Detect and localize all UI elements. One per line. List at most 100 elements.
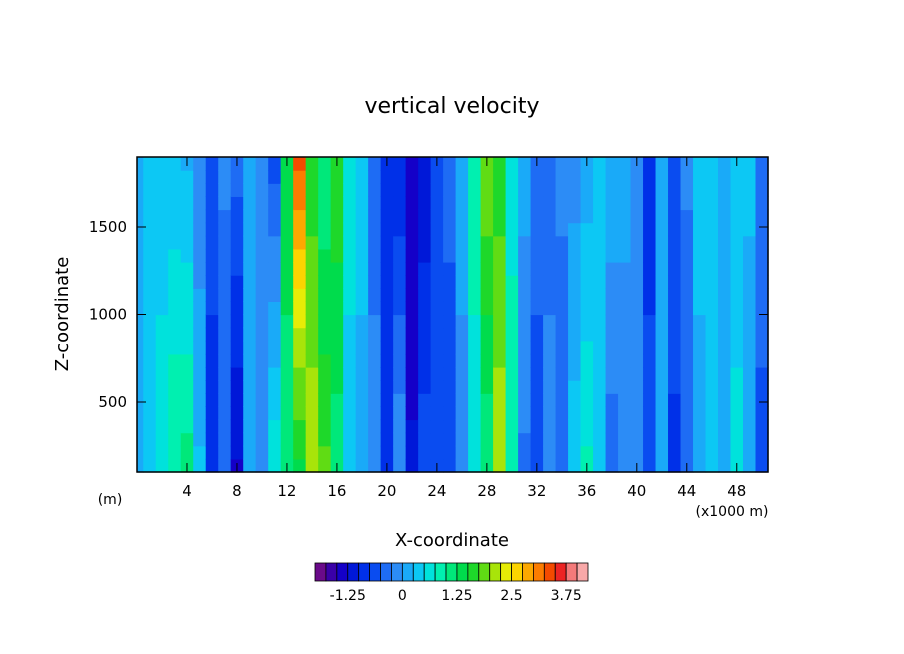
field-cell — [493, 222, 507, 237]
field-cell — [418, 419, 432, 434]
field-cell — [593, 393, 607, 407]
field-cell — [605, 406, 619, 421]
field-cell — [230, 209, 244, 224]
field-cell — [255, 235, 269, 250]
field-cell — [355, 406, 369, 421]
field-cell — [205, 183, 219, 197]
field-cell — [343, 353, 357, 368]
field-cell — [180, 380, 194, 394]
field-cell — [468, 393, 482, 407]
field-cell — [718, 445, 732, 460]
x-tick-label: 24 — [427, 482, 446, 500]
field-cell — [243, 458, 257, 473]
field-cell — [668, 380, 682, 394]
field-cell — [543, 432, 557, 447]
field-cell — [605, 314, 619, 329]
x-tick-label: 8 — [232, 482, 242, 500]
field-cell — [418, 288, 432, 302]
field-cell — [280, 432, 294, 447]
field-cell — [518, 183, 532, 197]
field-cell — [668, 406, 682, 421]
field-cell — [555, 458, 569, 473]
field-cell — [280, 367, 294, 381]
field-cell — [518, 288, 532, 302]
field-cell — [718, 301, 732, 316]
field-cell — [230, 248, 244, 263]
field-cell — [255, 196, 269, 211]
field-cell — [230, 353, 244, 368]
field-cell — [293, 183, 307, 197]
field-cell — [618, 170, 632, 184]
field-cell — [480, 196, 494, 211]
field-cell — [755, 419, 769, 434]
field-cell — [280, 262, 294, 276]
field-cell — [593, 301, 607, 316]
field-cell — [518, 262, 532, 276]
field-cell — [155, 380, 169, 394]
field-cell — [430, 275, 444, 289]
field-cell — [468, 419, 482, 434]
field-cell — [318, 353, 332, 368]
field-cell — [605, 288, 619, 302]
field-cell — [393, 367, 407, 381]
field-cell — [705, 445, 719, 460]
field-cell — [418, 327, 432, 342]
field-cell — [668, 196, 682, 211]
field-cell — [668, 275, 682, 289]
field-cell — [268, 248, 282, 263]
field-cell — [505, 183, 519, 197]
field-cell — [168, 248, 182, 263]
field-cell — [743, 196, 757, 211]
field-cell — [155, 419, 169, 434]
field-cell — [380, 209, 394, 224]
field-cell — [368, 248, 382, 263]
field-cell — [655, 183, 669, 197]
field-cell — [293, 458, 307, 473]
field-cell — [137, 406, 144, 421]
field-cell — [368, 367, 382, 381]
field-cell — [555, 196, 569, 211]
field-cell — [137, 393, 144, 407]
field-cell — [530, 196, 544, 211]
field-cell — [543, 262, 557, 276]
field-cell — [730, 196, 744, 211]
field-cell — [380, 380, 394, 394]
field-cell — [693, 432, 707, 447]
field-cell — [455, 340, 469, 355]
field-cell — [293, 235, 307, 250]
field-cell — [543, 209, 557, 224]
field-cell — [143, 327, 157, 342]
field-cell — [655, 196, 669, 211]
field-cell — [580, 327, 594, 342]
field-cell — [343, 248, 357, 263]
y-tick-label: 500 — [98, 393, 127, 411]
field-cell — [530, 432, 544, 447]
field-cell — [718, 340, 732, 355]
field-cell — [405, 445, 419, 460]
field-cell — [555, 353, 569, 368]
field-cell — [318, 183, 332, 197]
field-cell — [343, 183, 357, 197]
field-cell — [568, 248, 582, 263]
field-cell — [137, 183, 144, 197]
field-cell — [743, 406, 757, 421]
field-cell — [305, 209, 319, 224]
field-cell — [193, 419, 207, 434]
field-cell — [468, 445, 482, 460]
field-cell — [430, 262, 444, 276]
colorbar — [314, 562, 589, 582]
field-cell — [318, 235, 332, 250]
field-cell — [643, 327, 657, 342]
field-cell — [480, 367, 494, 381]
field-cell — [218, 419, 232, 434]
field-cell — [530, 380, 544, 394]
field-cell — [155, 458, 169, 473]
field-cell — [730, 340, 744, 355]
field-cell — [443, 458, 457, 473]
field-cell — [155, 353, 169, 368]
field-cell — [343, 327, 357, 342]
field-cell — [343, 209, 357, 224]
field-cell — [755, 301, 769, 316]
field-cell — [668, 432, 682, 447]
field-cell — [505, 445, 519, 460]
